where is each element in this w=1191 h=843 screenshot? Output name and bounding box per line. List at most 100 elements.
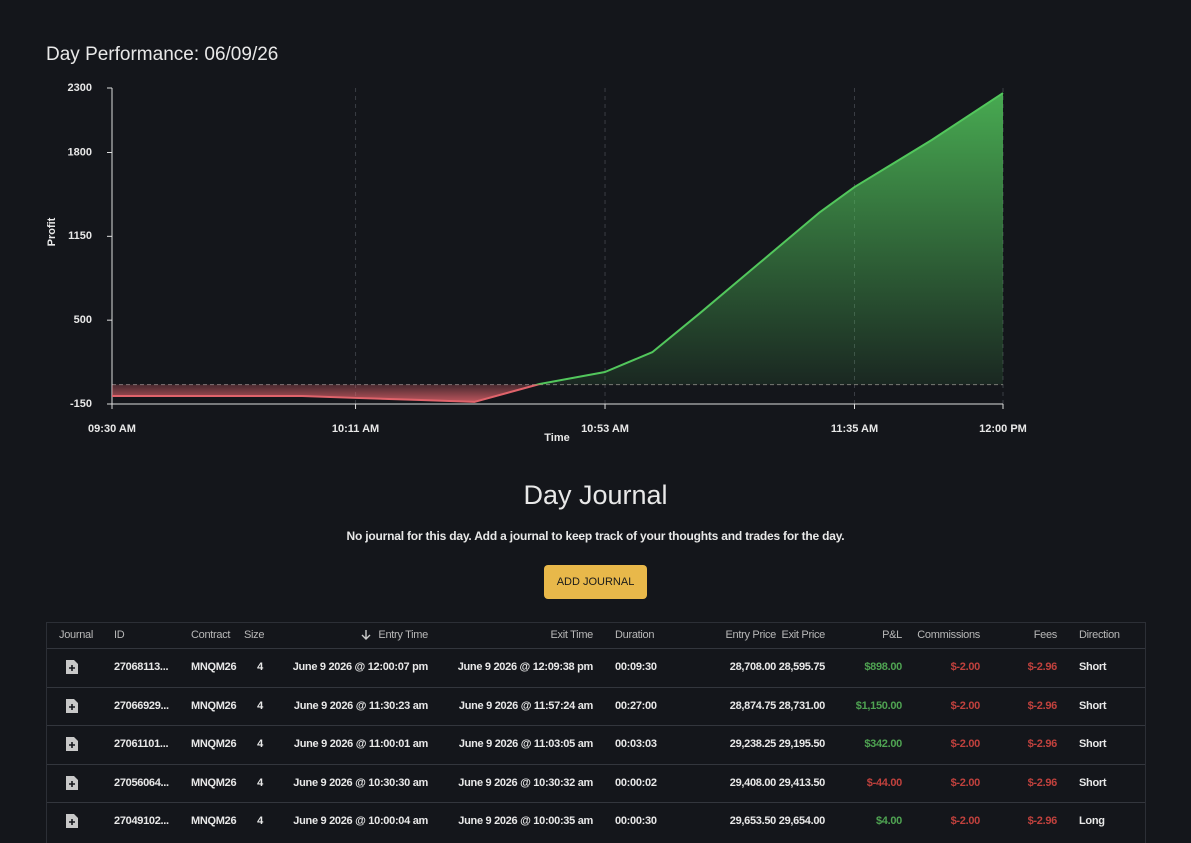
table-cell: June 9 2026 @ 11:03:05 am bbox=[458, 738, 593, 751]
table-cell: 00:03:03 bbox=[615, 738, 657, 751]
trades-table: Journal ID Contract Size Entry Time Exit Time… bbox=[46, 622, 1146, 843]
row-separator bbox=[47, 686, 1145, 688]
column-header: Duration bbox=[615, 629, 655, 641]
table-cell: $4.00 bbox=[875, 815, 902, 828]
table-cell: Short bbox=[1079, 738, 1107, 751]
table-cell: 27056064... bbox=[114, 776, 169, 789]
table-cell: MNQM26 bbox=[191, 738, 237, 751]
column-header: Direction bbox=[1079, 629, 1120, 641]
table-cell: MNQM26 bbox=[191, 699, 237, 712]
table-cell: 28,595.75 bbox=[778, 661, 826, 673]
row-separator bbox=[47, 763, 1145, 765]
table-cell: MNQM26 bbox=[191, 776, 237, 789]
table-cell: June 9 2026 @ 10:00:04 am bbox=[293, 815, 428, 828]
table-cell: June 9 2026 @ 10:30:32 am bbox=[458, 776, 593, 789]
table-cell: 28,874.75 bbox=[729, 699, 777, 712]
table-cell: MNQM26 bbox=[191, 661, 237, 673]
profit-line bbox=[112, 92, 1004, 403]
table-cell: $-2.96 bbox=[1027, 738, 1058, 751]
column-header: Exit Time bbox=[550, 629, 593, 641]
table-cell: Short bbox=[1079, 661, 1107, 673]
table-cell: 4 bbox=[257, 699, 263, 712]
column-header: Exit Price bbox=[781, 629, 826, 641]
journal-icon[interactable] bbox=[65, 775, 79, 791]
column-header: Commissions bbox=[917, 629, 980, 641]
x-axis-label: Time bbox=[544, 432, 569, 444]
column-header: Contract bbox=[191, 629, 231, 641]
table-cell: 29,195.50 bbox=[778, 738, 826, 751]
journal-icon[interactable] bbox=[65, 659, 79, 675]
column-header: ID bbox=[114, 629, 125, 641]
add-journal-button[interactable]: ADD JOURNAL bbox=[544, 565, 647, 599]
journal-message: No journal for this day. Add a journal t… bbox=[346, 529, 845, 543]
table-cell: 4 bbox=[257, 815, 263, 828]
table-cell: 27066929... bbox=[114, 699, 169, 712]
table-cell: $-2.96 bbox=[1027, 661, 1058, 673]
column-header: Size bbox=[244, 629, 265, 641]
table-cell: June 9 2026 @ 11:57:24 am bbox=[458, 699, 593, 712]
y-tick-label: 2300 bbox=[68, 82, 92, 94]
table-cell: $898.00 bbox=[864, 661, 902, 673]
journal-icon[interactable] bbox=[65, 813, 79, 829]
table-cell: 29,413.50 bbox=[778, 776, 826, 789]
table-cell: 00:00:30 bbox=[615, 815, 657, 828]
sort-arrow[interactable] bbox=[360, 629, 372, 641]
x-tick-label: 12:00 PM bbox=[979, 423, 1027, 435]
table-cell: $342.00 bbox=[864, 738, 902, 751]
table-cell: 4 bbox=[257, 776, 263, 789]
table-cell: Short bbox=[1079, 776, 1107, 789]
journal-title: Day Journal bbox=[523, 480, 668, 510]
column-header: P&L bbox=[882, 629, 902, 641]
table-cell: $-2.00 bbox=[950, 661, 981, 673]
table-cell: $-2.96 bbox=[1027, 815, 1058, 828]
table-cell: 00:27:00 bbox=[615, 699, 657, 712]
journal-icon[interactable] bbox=[65, 698, 79, 714]
column-header: Entry Price bbox=[725, 629, 777, 641]
x-tick-label: 09:30 AM bbox=[88, 423, 136, 435]
y-tick-label: 500 bbox=[74, 314, 92, 326]
table-cell: $-2.96 bbox=[1027, 776, 1058, 789]
table-cell: June 9 2026 @ 10:00:35 am bbox=[458, 815, 593, 828]
table-cell: Long bbox=[1079, 815, 1105, 828]
table-cell: June 9 2026 @ 12:09:38 pm bbox=[457, 661, 594, 673]
column-header: Entry Time bbox=[378, 629, 428, 641]
table-cell: Short bbox=[1079, 699, 1107, 712]
table-cell: $-2.00 bbox=[950, 815, 981, 828]
table-cell: 27049102... bbox=[114, 815, 169, 828]
table-cell: 29,654.00 bbox=[778, 815, 826, 828]
journal-icon[interactable] bbox=[65, 736, 79, 752]
table-cell: 4 bbox=[257, 661, 263, 673]
y-tick-label: 1800 bbox=[68, 146, 92, 158]
area bbox=[112, 93, 1003, 402]
table-cell: $-2.00 bbox=[950, 776, 981, 789]
table-cell: June 9 2026 @ 11:00:01 am bbox=[293, 738, 428, 751]
y-tick-label: 1150 bbox=[68, 230, 92, 242]
table-cell: 00:00:02 bbox=[615, 776, 657, 789]
row-separator bbox=[47, 802, 1145, 804]
table-cell: $1,150.00 bbox=[855, 699, 903, 712]
table-cell: 29,408.00 bbox=[729, 776, 777, 789]
row-separator bbox=[47, 725, 1145, 727]
table-cell: 27061101... bbox=[114, 738, 169, 751]
table-cell: 29,238.25 bbox=[729, 738, 777, 751]
table-cell: $-2.96 bbox=[1027, 699, 1058, 712]
page-title: Day Performance: 06/09/26 bbox=[46, 44, 279, 65]
table-cell: 27068113... bbox=[114, 661, 169, 673]
table-cell: 29,653.50 bbox=[729, 815, 777, 828]
table-cell: June 9 2026 @ 11:30:23 am bbox=[293, 699, 428, 712]
table-cell: $-2.00 bbox=[950, 738, 981, 751]
x-tick-label: 11:35 AM bbox=[831, 423, 878, 435]
chart: Time Profit 09:30 AM 10:11 AM 10:53 AM 11:3… bbox=[46, 82, 1027, 444]
table-cell: 28,731.00 bbox=[778, 699, 826, 712]
table-cell: $-44.00 bbox=[866, 776, 903, 789]
table-cell: June 9 2026 @ 12:00:07 pm bbox=[292, 661, 429, 673]
table-cell: 00:09:30 bbox=[615, 661, 657, 673]
y-tick-label: -150 bbox=[70, 398, 92, 410]
table-cell: $-2.00 bbox=[950, 699, 981, 712]
table-cell: MNQM26 bbox=[191, 815, 237, 828]
table-cell: June 9 2026 @ 10:30:30 am bbox=[293, 776, 428, 789]
row-separator bbox=[47, 648, 1145, 649]
x-tick-label: 10:11 AM bbox=[332, 423, 379, 435]
column-header: Fees bbox=[1033, 629, 1058, 641]
